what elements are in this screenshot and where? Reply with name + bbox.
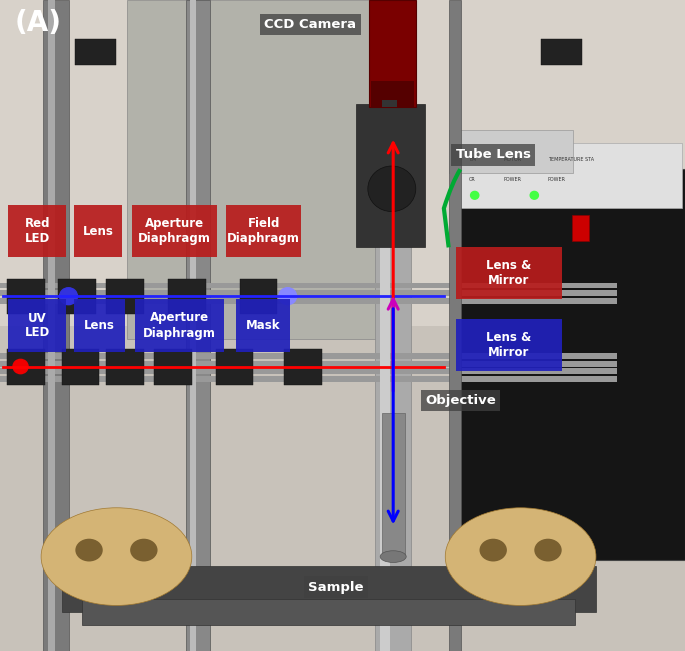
Text: CR: CR (469, 176, 476, 182)
Bar (43, 0, 69, 651)
Bar (168, 279, 206, 314)
Bar (186, 0, 210, 651)
Bar (82, 599, 575, 625)
Text: MOTOR: MOTOR (503, 157, 521, 162)
Bar (284, 349, 322, 385)
Text: Tube Lens: Tube Lens (456, 148, 531, 161)
Bar (0, 361, 616, 367)
Bar (375, 0, 411, 651)
Bar (7, 349, 45, 385)
Circle shape (368, 166, 416, 212)
Bar (0, 368, 616, 374)
FancyBboxPatch shape (8, 205, 66, 257)
Bar (0, 368, 616, 374)
Ellipse shape (479, 539, 507, 561)
Bar (127, 0, 380, 339)
Bar (449, 130, 573, 173)
Text: Sample: Sample (308, 581, 364, 594)
Bar (154, 349, 192, 385)
Bar (541, 39, 582, 65)
Bar (0, 298, 616, 304)
Text: TEMPERATURE STA: TEMPERATURE STA (548, 157, 594, 162)
FancyBboxPatch shape (132, 205, 217, 257)
Text: Lens &
Mirror: Lens & Mirror (486, 331, 532, 359)
Circle shape (13, 359, 28, 374)
Text: Lens &
Mirror: Lens & Mirror (486, 259, 532, 288)
Text: Mask: Mask (246, 319, 280, 332)
Bar (380, 0, 390, 651)
Bar (0, 0, 685, 326)
FancyBboxPatch shape (135, 299, 224, 352)
FancyBboxPatch shape (456, 247, 562, 299)
Circle shape (471, 191, 479, 199)
Text: Lens: Lens (84, 319, 115, 332)
Bar (62, 566, 596, 612)
Ellipse shape (41, 508, 192, 605)
Circle shape (279, 288, 297, 305)
Circle shape (530, 191, 538, 199)
Text: Field
Diaphragm: Field Diaphragm (227, 217, 300, 245)
Text: POWER: POWER (548, 176, 566, 182)
FancyBboxPatch shape (74, 205, 122, 257)
Ellipse shape (445, 508, 596, 605)
Bar (0, 353, 616, 359)
Bar (62, 349, 99, 385)
Bar (75, 39, 116, 65)
Bar (369, 0, 416, 107)
FancyBboxPatch shape (456, 319, 562, 371)
Bar (456, 169, 685, 560)
Bar (0, 290, 616, 296)
Text: Aperture
Diaphragm: Aperture Diaphragm (143, 311, 216, 340)
Bar (456, 169, 685, 560)
Bar (106, 279, 144, 314)
FancyBboxPatch shape (74, 299, 125, 352)
Bar (449, 0, 461, 651)
FancyBboxPatch shape (236, 299, 290, 352)
Bar (382, 413, 405, 557)
Bar (0, 376, 616, 382)
Text: POWER: POWER (503, 176, 521, 182)
Bar (48, 0, 55, 651)
Circle shape (60, 288, 77, 305)
Bar (240, 279, 277, 314)
Bar (0, 361, 616, 367)
Text: (A): (A) (15, 8, 62, 37)
Text: UV
LED: UV LED (25, 311, 50, 340)
Bar (382, 100, 397, 107)
Text: Aperture
Diaphragm: Aperture Diaphragm (138, 217, 211, 245)
Ellipse shape (534, 539, 562, 561)
Text: Red
LED: Red LED (25, 217, 50, 245)
Text: Objective: Objective (425, 394, 496, 407)
Bar (456, 143, 682, 208)
Bar (356, 104, 425, 247)
Bar (216, 349, 253, 385)
Bar (572, 215, 589, 241)
Ellipse shape (380, 551, 406, 562)
FancyBboxPatch shape (226, 205, 301, 257)
Ellipse shape (75, 539, 103, 561)
Bar (0, 283, 616, 288)
Text: EM: EM (469, 157, 477, 162)
FancyBboxPatch shape (8, 299, 66, 352)
Bar (7, 279, 45, 314)
Bar (106, 349, 144, 385)
Bar (190, 0, 196, 651)
Text: CCD Camera: CCD Camera (264, 18, 356, 31)
Bar (371, 81, 414, 107)
Ellipse shape (130, 539, 158, 561)
Bar (58, 279, 96, 314)
Text: Lens: Lens (82, 225, 114, 238)
